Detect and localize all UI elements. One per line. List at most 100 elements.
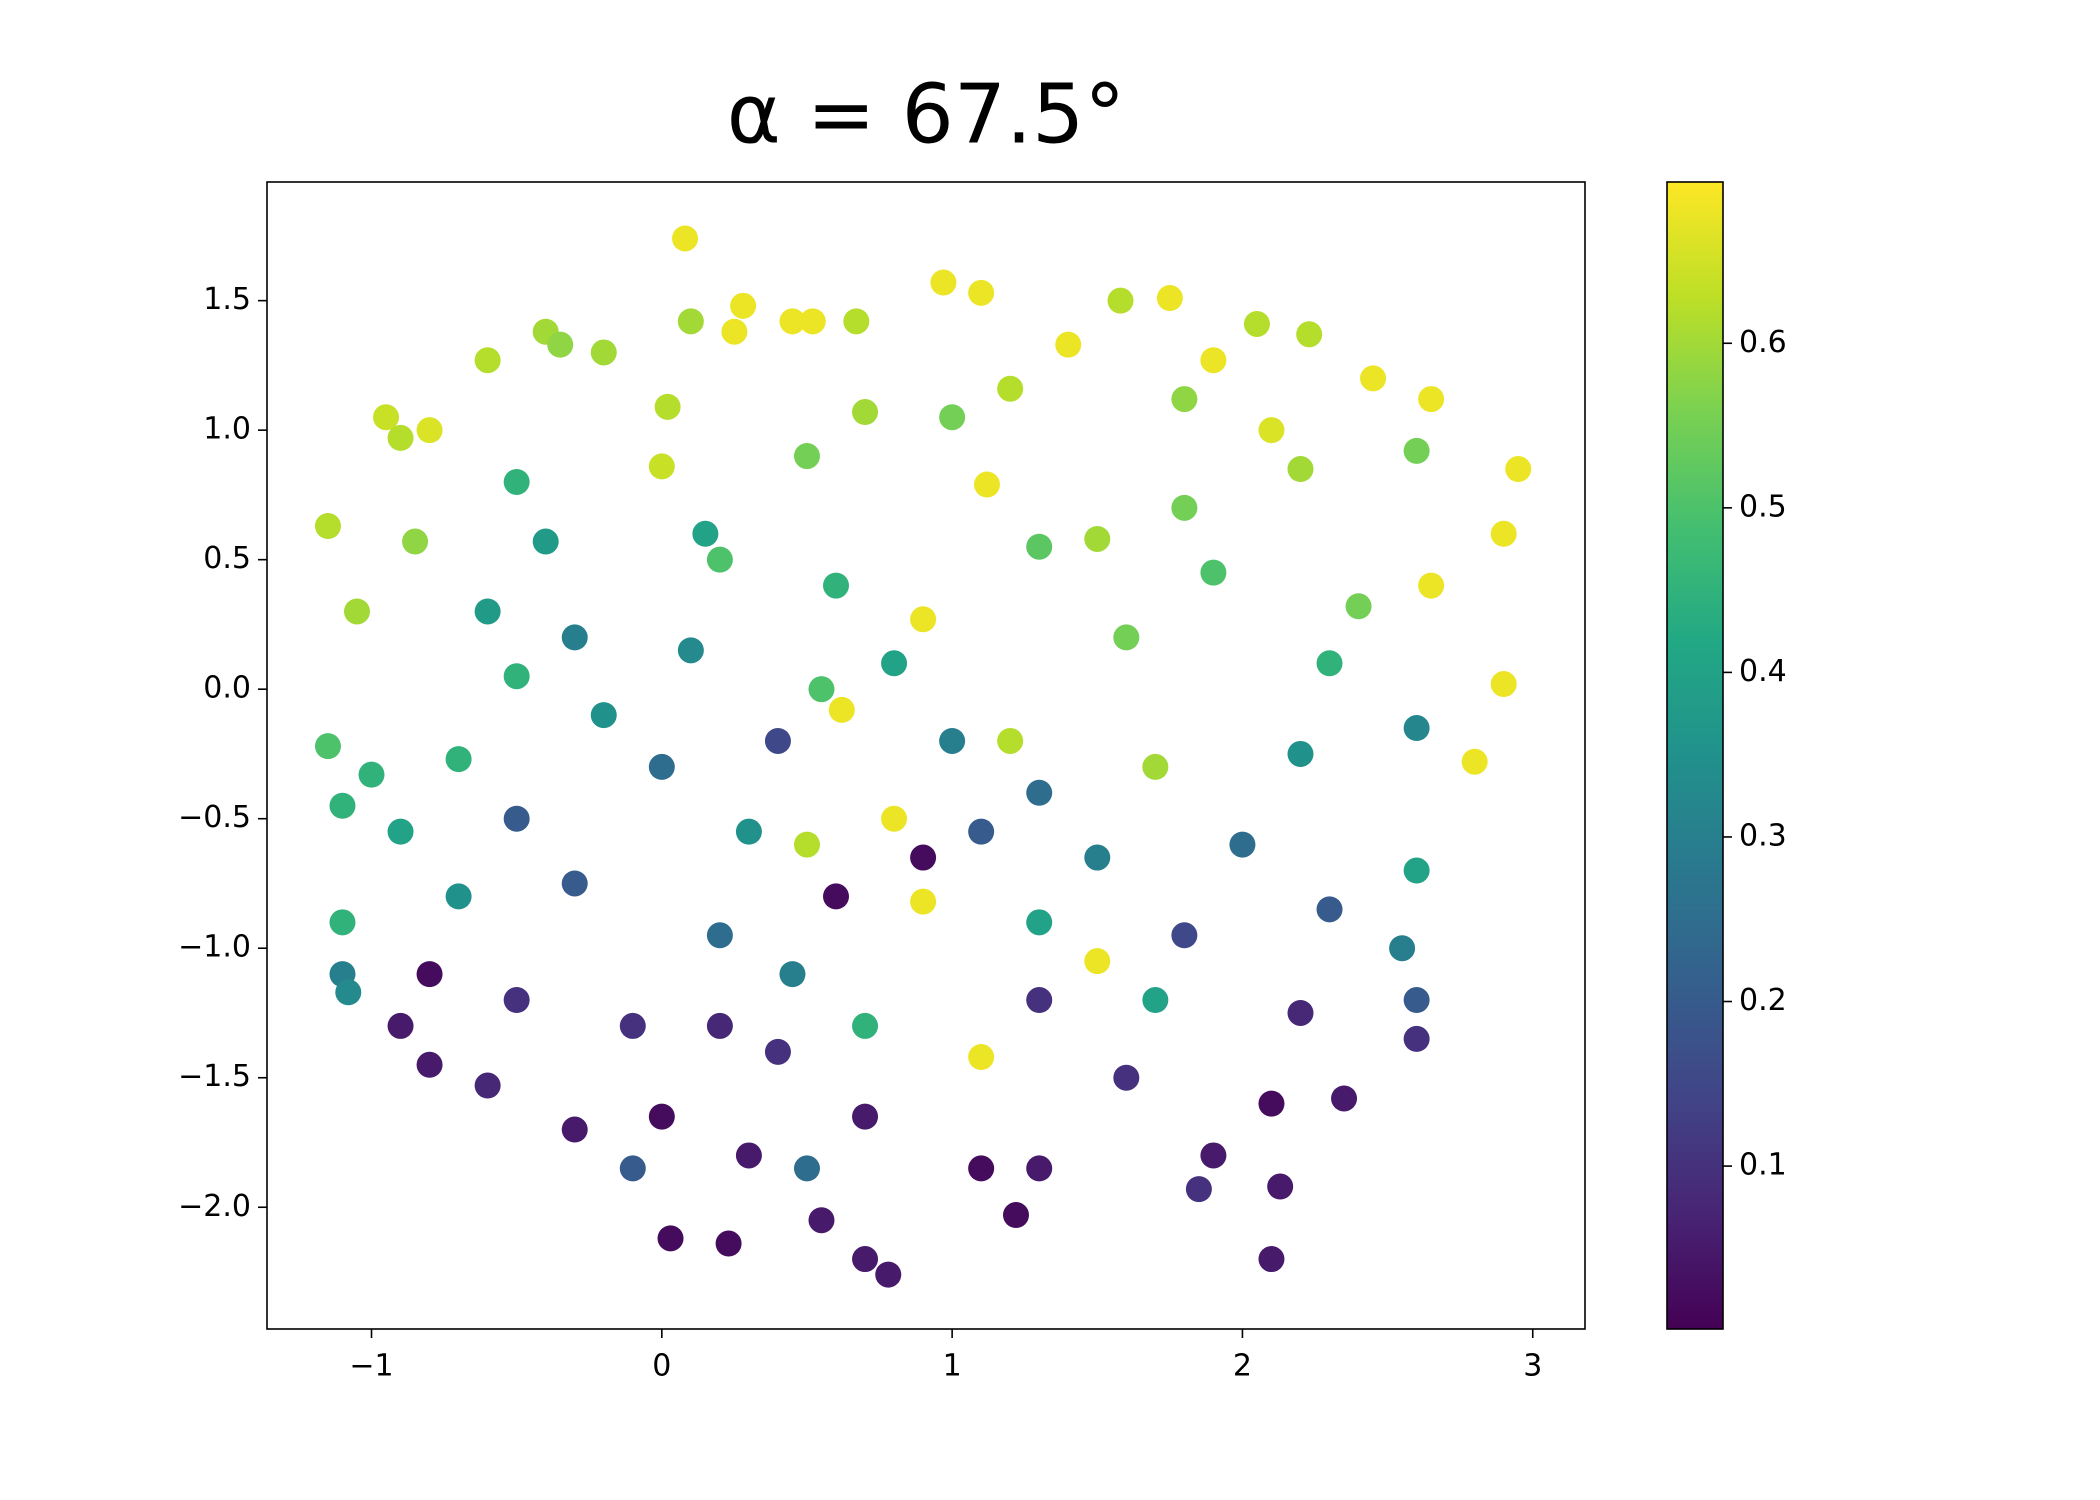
point xyxy=(358,761,385,788)
point xyxy=(764,727,791,754)
point xyxy=(1113,624,1140,651)
point xyxy=(1418,572,1445,599)
point xyxy=(692,520,719,547)
point xyxy=(721,318,748,345)
colorbar-tick-label: 0.1 xyxy=(1739,1148,1787,1183)
point xyxy=(1107,287,1134,314)
point xyxy=(619,1012,646,1039)
point xyxy=(1026,779,1053,806)
point xyxy=(1171,386,1198,413)
point xyxy=(648,453,675,480)
x-tick-label: 1 xyxy=(943,1349,962,1384)
point xyxy=(657,1225,684,1252)
point xyxy=(706,922,733,949)
point xyxy=(793,831,820,858)
point xyxy=(503,987,530,1014)
point xyxy=(1258,1246,1285,1273)
point xyxy=(1403,437,1430,464)
point xyxy=(654,393,681,420)
colorbar-tick-label: 0.5 xyxy=(1739,489,1787,524)
point xyxy=(706,1012,733,1039)
point xyxy=(1296,321,1323,348)
point xyxy=(1002,1202,1029,1229)
point xyxy=(1200,347,1227,374)
point xyxy=(1200,1142,1227,1169)
point xyxy=(1026,533,1053,560)
point xyxy=(416,417,443,444)
point xyxy=(1389,935,1416,962)
point xyxy=(1229,831,1256,858)
point xyxy=(1113,1064,1140,1091)
point xyxy=(735,818,762,845)
point xyxy=(730,292,757,319)
point xyxy=(677,308,704,335)
point xyxy=(1258,417,1285,444)
point xyxy=(1360,365,1387,392)
point xyxy=(402,528,429,555)
point xyxy=(1171,922,1198,949)
point xyxy=(968,818,995,845)
point xyxy=(329,792,356,819)
point xyxy=(1403,987,1430,1014)
point xyxy=(852,1246,879,1273)
point xyxy=(416,1051,443,1078)
point xyxy=(314,512,341,539)
point xyxy=(590,339,617,366)
point xyxy=(852,1012,879,1039)
point xyxy=(619,1155,646,1182)
point xyxy=(843,308,870,335)
point xyxy=(532,528,559,555)
y-tick-label: −1.0 xyxy=(178,930,251,965)
point xyxy=(314,733,341,760)
y-tick-label: −2.0 xyxy=(178,1189,251,1224)
point xyxy=(735,1142,762,1169)
chart-title: α = 67.5° xyxy=(727,67,1125,162)
point xyxy=(1142,987,1169,1014)
point xyxy=(1287,999,1314,1026)
point xyxy=(1505,456,1532,483)
point xyxy=(1316,650,1343,677)
point xyxy=(910,606,937,633)
point xyxy=(799,308,826,335)
point xyxy=(474,1072,501,1099)
colorbar-tick-label: 0.6 xyxy=(1739,325,1787,360)
point xyxy=(793,1155,820,1182)
point xyxy=(1403,1025,1430,1052)
point xyxy=(881,805,908,832)
point xyxy=(779,961,806,988)
point xyxy=(474,598,501,625)
y-tick-label: −0.5 xyxy=(178,800,251,835)
point xyxy=(474,347,501,374)
point xyxy=(1267,1173,1294,1200)
point xyxy=(1171,494,1198,521)
point xyxy=(823,883,850,910)
colorbar-tick-label: 0.3 xyxy=(1739,818,1787,853)
y-tick-label: 1.0 xyxy=(203,412,251,447)
y-tick-label: 1.5 xyxy=(203,282,251,317)
point xyxy=(808,1207,835,1234)
point xyxy=(1026,1155,1053,1182)
point xyxy=(939,404,966,431)
point xyxy=(1142,753,1169,780)
point xyxy=(910,888,937,915)
point xyxy=(1403,857,1430,884)
y-tick-label: 0.0 xyxy=(203,671,251,706)
point xyxy=(968,1155,995,1182)
point xyxy=(1345,593,1372,620)
point xyxy=(648,753,675,780)
point xyxy=(808,676,835,703)
x-tick-label: 2 xyxy=(1233,1349,1252,1384)
point xyxy=(387,818,414,845)
point xyxy=(503,805,530,832)
point xyxy=(672,225,699,252)
point xyxy=(1403,715,1430,742)
point xyxy=(1316,896,1343,923)
point xyxy=(335,979,362,1006)
colorbar-tick-label: 0.4 xyxy=(1739,654,1787,689)
point xyxy=(1084,525,1111,552)
point xyxy=(1200,559,1227,586)
point xyxy=(503,663,530,690)
point xyxy=(968,279,995,306)
point xyxy=(1287,456,1314,483)
point xyxy=(373,404,400,431)
